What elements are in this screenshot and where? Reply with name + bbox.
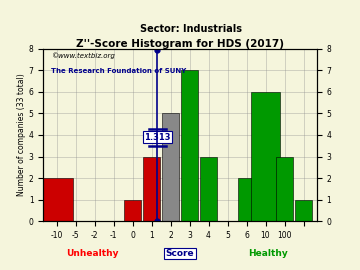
Text: Unhealthy: Unhealthy bbox=[66, 249, 119, 258]
Bar bbox=[251, 92, 280, 221]
Text: The Research Foundation of SUNY: The Research Foundation of SUNY bbox=[51, 68, 186, 74]
Bar bbox=[143, 157, 159, 221]
Bar bbox=[238, 178, 255, 221]
Bar bbox=[162, 113, 179, 221]
Text: 1.313: 1.313 bbox=[144, 133, 171, 142]
Bar bbox=[181, 70, 198, 221]
Text: ©www.textbiz.org: ©www.textbiz.org bbox=[51, 52, 115, 59]
Text: Score: Score bbox=[166, 249, 194, 258]
Text: Healthy: Healthy bbox=[248, 249, 287, 258]
Bar bbox=[124, 200, 141, 221]
Y-axis label: Number of companies (33 total): Number of companies (33 total) bbox=[17, 74, 26, 196]
Bar bbox=[276, 157, 293, 221]
Text: Sector: Industrials: Sector: Industrials bbox=[140, 24, 242, 34]
Bar bbox=[201, 157, 217, 221]
Title: Z''-Score Histogram for HDS (2017): Z''-Score Histogram for HDS (2017) bbox=[76, 39, 284, 49]
Bar bbox=[295, 200, 312, 221]
Bar bbox=[40, 178, 73, 221]
